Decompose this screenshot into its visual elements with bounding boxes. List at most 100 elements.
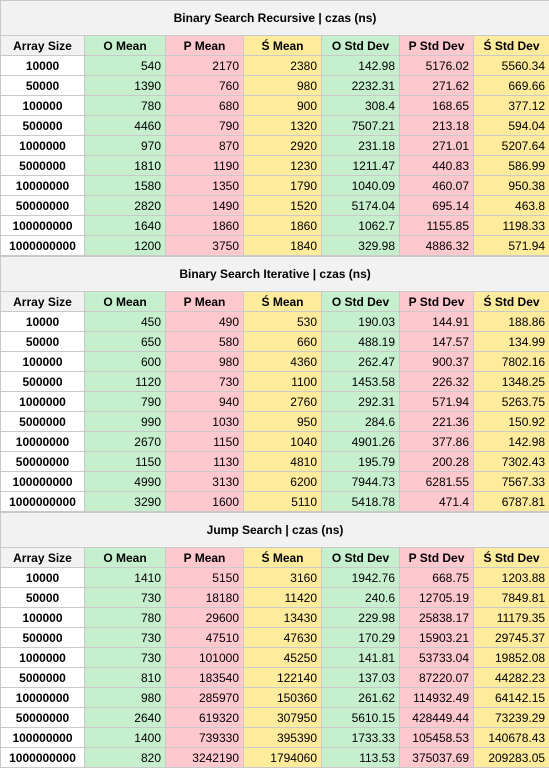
cell-o-std-dev: 142.98 <box>322 56 400 76</box>
cell-s-mean: 4360 <box>244 352 322 372</box>
cell-o-std-dev: 231.18 <box>322 136 400 156</box>
cell-s-std-dev: 463.8 <box>474 196 549 216</box>
cell-array-size: 500000 <box>1 628 85 648</box>
cell-o-mean: 820 <box>85 748 166 768</box>
cell-o-mean: 450 <box>85 312 166 332</box>
cell-s-mean: 1790 <box>244 176 322 196</box>
cell-p-std-dev: 200.28 <box>400 452 474 472</box>
cell-p-mean: 1490 <box>166 196 244 216</box>
cell-array-size: 1000000 <box>1 648 85 668</box>
cell-o-mean: 1810 <box>85 156 166 176</box>
cell-o-std-dev: 113.53 <box>322 748 400 768</box>
cell-o-std-dev: 137.03 <box>322 668 400 688</box>
cell-array-size: 50000 <box>1 332 85 352</box>
cell-p-std-dev: 460.07 <box>400 176 474 196</box>
cell-o-mean: 2640 <box>85 708 166 728</box>
cell-p-std-dev: 440.83 <box>400 156 474 176</box>
cell-array-size: 100000000 <box>1 728 85 748</box>
cell-s-std-dev: 140678.43 <box>474 728 549 748</box>
cell-p-mean: 3130 <box>166 472 244 492</box>
cell-s-std-dev: 150.92 <box>474 412 549 432</box>
cell-o-std-dev: 7944.73 <box>322 472 400 492</box>
cell-s-std-dev: 7302.43 <box>474 452 549 472</box>
cell-s-mean: 122140 <box>244 668 322 688</box>
cell-s-mean: 2920 <box>244 136 322 156</box>
cell-s-mean: 900 <box>244 96 322 116</box>
cell-p-std-dev: 53733.04 <box>400 648 474 668</box>
cell-s-std-dev: 6787.81 <box>474 492 549 512</box>
cell-s-std-dev: 64142.15 <box>474 688 549 708</box>
column-header-array-size: Array Size <box>1 292 85 312</box>
cell-p-mean: 1030 <box>166 412 244 432</box>
cell-p-std-dev: 900.37 <box>400 352 474 372</box>
cell-s-std-dev: 73239.29 <box>474 708 549 728</box>
column-header-p-std-dev: P Std Dev <box>400 36 474 56</box>
cell-o-mean: 790 <box>85 392 166 412</box>
cell-s-mean: 150360 <box>244 688 322 708</box>
cell-o-std-dev: 308.4 <box>322 96 400 116</box>
cell-p-mean: 739330 <box>166 728 244 748</box>
cell-p-std-dev: 695.14 <box>400 196 474 216</box>
cell-s-mean: 6200 <box>244 472 322 492</box>
cell-p-mean: 940 <box>166 392 244 412</box>
cell-array-size: 10000 <box>1 56 85 76</box>
cell-s-std-dev: 11179.35 <box>474 608 549 628</box>
cell-p-mean: 1190 <box>166 156 244 176</box>
cell-o-std-dev: 240.6 <box>322 588 400 608</box>
cell-s-std-dev: 669.66 <box>474 76 549 96</box>
cell-o-mean: 1580 <box>85 176 166 196</box>
cell-p-std-dev: 114932.49 <box>400 688 474 708</box>
cell-p-std-dev: 12705.19 <box>400 588 474 608</box>
cell-o-std-dev: 229.98 <box>322 608 400 628</box>
column-header-s-mean: Ś Mean <box>244 36 322 56</box>
cell-s-std-dev: 377.12 <box>474 96 549 116</box>
cell-s-mean: 660 <box>244 332 322 352</box>
cell-p-mean: 1350 <box>166 176 244 196</box>
cell-array-size: 10000000 <box>1 176 85 196</box>
cell-array-size: 50000000 <box>1 196 85 216</box>
cell-s-std-dev: 29745.37 <box>474 628 549 648</box>
cell-o-mean: 730 <box>85 588 166 608</box>
cell-array-size: 1000000000 <box>1 492 85 512</box>
column-header-s-std-dev: Ś Std Dev <box>474 36 549 56</box>
cell-p-mean: 183540 <box>166 668 244 688</box>
cell-s-mean: 47630 <box>244 628 322 648</box>
cell-o-mean: 780 <box>85 608 166 628</box>
cell-p-std-dev: 6281.55 <box>400 472 474 492</box>
cell-o-mean: 730 <box>85 648 166 668</box>
column-header-p-std-dev: P Std Dev <box>400 292 474 312</box>
column-header-array-size: Array Size <box>1 36 85 56</box>
cell-p-mean: 680 <box>166 96 244 116</box>
cell-o-std-dev: 1733.33 <box>322 728 400 748</box>
column-header-p-mean: P Mean <box>166 548 244 568</box>
cell-p-std-dev: 105458.53 <box>400 728 474 748</box>
cell-s-mean: 1040 <box>244 432 322 452</box>
column-header-o-mean: O Mean <box>85 292 166 312</box>
cell-p-mean: 619320 <box>166 708 244 728</box>
cell-o-mean: 1390 <box>85 76 166 96</box>
cell-s-std-dev: 1198.33 <box>474 216 549 236</box>
cell-o-mean: 600 <box>85 352 166 372</box>
cell-s-std-dev: 44282.23 <box>474 668 549 688</box>
section-title: Jump Search | czas (ns) <box>1 513 549 548</box>
column-header-array-size: Array Size <box>1 548 85 568</box>
cell-array-size: 500000 <box>1 116 85 136</box>
cell-o-std-dev: 1453.58 <box>322 372 400 392</box>
cell-s-std-dev: 1348.25 <box>474 372 549 392</box>
cell-o-mean: 780 <box>85 96 166 116</box>
cell-p-mean: 47510 <box>166 628 244 648</box>
cell-array-size: 1000000000 <box>1 748 85 768</box>
cell-p-std-dev: 25838.17 <box>400 608 474 628</box>
cell-o-std-dev: 1211.47 <box>322 156 400 176</box>
cell-s-mean: 11420 <box>244 588 322 608</box>
